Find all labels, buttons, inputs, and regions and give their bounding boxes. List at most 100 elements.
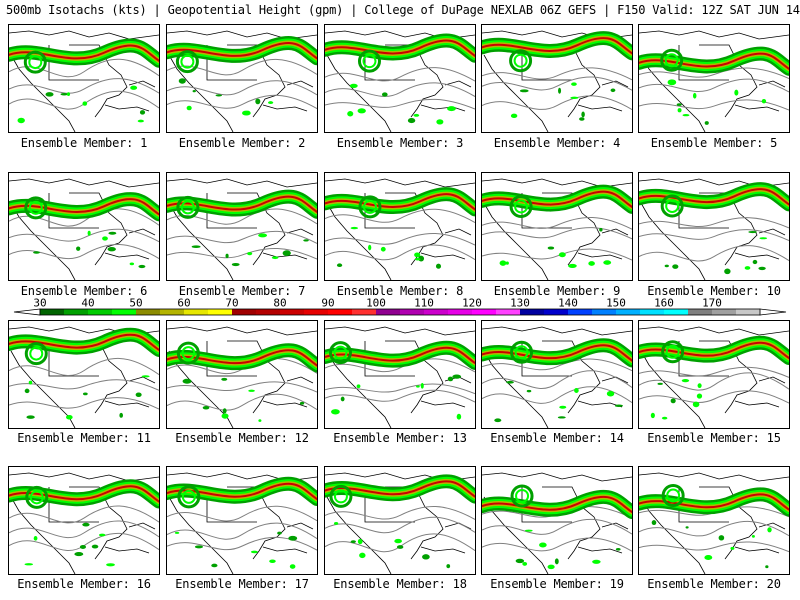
isotach-map: [482, 178, 632, 280]
isotach-speckle: [79, 545, 87, 549]
isotach-speckle: [102, 236, 108, 241]
low-circulation: [660, 194, 684, 218]
isotach-map: [325, 472, 475, 574]
isotach-speckle: [334, 522, 339, 525]
panel-caption: Ensemble Member: 9: [493, 284, 621, 298]
colorbar-swatch: [640, 309, 665, 315]
isotach-speckle: [246, 110, 250, 114]
isotach-map: [9, 472, 159, 574]
coastline: [9, 30, 159, 132]
isotach-speckle: [447, 376, 454, 382]
isotach-speckle: [685, 526, 689, 529]
isotach-speckle: [554, 558, 559, 565]
colorbar-swatch: [184, 309, 209, 315]
isotach-speckle: [413, 113, 420, 117]
low-circulation: [181, 346, 196, 361]
ensemble-map-panel: [638, 24, 790, 133]
colorbar-swatch: [328, 309, 353, 315]
low-circulation: [665, 344, 680, 359]
isotach-map: [325, 326, 475, 428]
height-contour: [325, 232, 475, 246]
colorbar-tick-label: 130: [510, 298, 530, 310]
isotach-band: [482, 37, 632, 55]
map-title: 500mb Isotachs (kts) | Geopotential Heig…: [6, 3, 800, 17]
isotach-speckle: [350, 226, 359, 230]
panel-caption: Ensemble Member: 18: [333, 577, 467, 591]
colorbar-swatch: [256, 309, 281, 315]
isotach-speckle: [380, 246, 386, 252]
height-contour: [482, 67, 632, 81]
height-contour: [9, 379, 159, 391]
coastline: [167, 178, 317, 280]
isotach-speckle: [505, 261, 509, 265]
height-contour: [482, 227, 632, 240]
ensemble-map-panel: [481, 320, 633, 429]
colorbar-swatch: [616, 309, 641, 315]
isotach-speckle: [446, 564, 451, 569]
isotach-speckle: [258, 233, 268, 238]
isotach-speckle: [435, 263, 442, 269]
colorbar-tick-label: 140: [558, 298, 578, 310]
height-contour: [639, 67, 789, 79]
isotach-speckle: [571, 82, 577, 86]
isotach-speckle: [26, 415, 35, 419]
isotach-speckle: [87, 230, 91, 236]
low-circulation: [333, 345, 348, 360]
low-circulation: [514, 345, 529, 360]
low-circulation: [664, 53, 679, 68]
low-circulation: [509, 49, 533, 73]
low-circulation: [28, 55, 43, 70]
isotach-speckle: [221, 413, 229, 419]
height-contour: [482, 370, 632, 389]
isotach-map: [639, 326, 789, 428]
colorbar-high-arrow: [759, 308, 787, 316]
isotach-speckle: [752, 259, 758, 265]
low-circulation: [24, 196, 48, 220]
isotach-speckle: [570, 96, 579, 100]
low-circulation: [666, 488, 681, 503]
isotach-speckle: [347, 111, 354, 117]
colorbar-tick-label: 90: [321, 298, 334, 310]
colorbar-swatch: [592, 309, 617, 315]
low-circulation: [510, 484, 534, 508]
panel-caption: Ensemble Member: 14: [490, 431, 624, 445]
isotach-map: [482, 472, 632, 574]
height-contour: [482, 76, 632, 91]
isotach-speckle: [289, 564, 296, 569]
isotach-speckle: [255, 98, 261, 105]
isotach-speckle: [271, 256, 279, 260]
low-circulation: [329, 484, 353, 508]
height-contour: [639, 245, 789, 262]
isotach-speckle: [422, 554, 430, 560]
colorbar-swatch: [568, 309, 593, 315]
panel-caption: Ensemble Member: 6: [20, 284, 148, 298]
isotach-speckle: [574, 388, 579, 393]
isotach-speckle: [761, 98, 767, 104]
low-circulation: [176, 341, 200, 365]
colorbar-swatch: [688, 309, 713, 315]
height-contour: [325, 505, 475, 520]
panel-caption: Ensemble Member: 4: [493, 136, 621, 150]
height-contour: [482, 95, 632, 110]
isotach-speckle: [137, 119, 144, 123]
isotach-speckle: [139, 110, 146, 115]
isotach-map: [482, 326, 632, 428]
ensemble-map-panel: [638, 172, 790, 281]
colorbar-swatch: [376, 309, 401, 315]
isotach-speckle: [524, 529, 533, 532]
isotach-map: [167, 326, 317, 428]
isotach-band: [167, 42, 317, 60]
isotach-speckle: [222, 408, 227, 414]
height-contour: [167, 381, 317, 393]
isotach-speckle: [368, 244, 372, 251]
coastline: [482, 178, 632, 280]
ensemble-map-panel: [638, 320, 790, 429]
colorbar-swatch: [280, 309, 305, 315]
isotach-speckle: [182, 378, 192, 384]
colorbar-swatch: [232, 309, 257, 315]
isotach-speckle: [452, 374, 462, 379]
isotach-speckle: [225, 253, 229, 259]
ensemble-map-panel: [8, 172, 160, 281]
isotach-speckle: [568, 263, 577, 268]
height-contour: [325, 98, 475, 110]
